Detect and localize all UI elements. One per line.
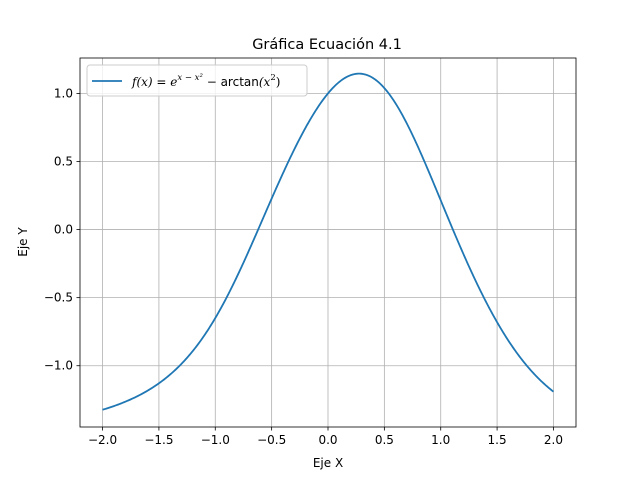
x-tick-label: −2.0 bbox=[88, 433, 117, 447]
y-axis: −1.0 −0.5 0.0 0.5 1.0 bbox=[44, 86, 80, 373]
legend-prefix: f(x) = e bbox=[131, 75, 177, 89]
x-tick-label: 0.5 bbox=[375, 433, 394, 447]
y-tick-label: 1.0 bbox=[54, 86, 73, 100]
x-axis: −2.0 −1.5 −1.0 −0.5 0.0 0.5 1.0 1.5 2.0 bbox=[88, 427, 563, 447]
legend-suffix-close: ) bbox=[276, 75, 281, 89]
legend-box bbox=[86, 64, 308, 97]
legend-suffix-sup: 2 bbox=[270, 73, 275, 83]
x-tick-label: −1.0 bbox=[201, 433, 230, 447]
series-layer bbox=[102, 72, 555, 411]
legend-middle: − bbox=[203, 75, 221, 89]
x-axis-label: Eje X bbox=[313, 456, 343, 470]
series-line bbox=[102, 72, 555, 411]
y-tick-label: −0.5 bbox=[44, 291, 73, 305]
legend-exponent: x − x² bbox=[177, 73, 203, 83]
y-tick-label: −1.0 bbox=[44, 359, 73, 373]
legend-fn: arctan bbox=[221, 75, 259, 89]
x-tick-label: 1.5 bbox=[488, 433, 507, 447]
chart-title: Gráfica Ecuación 4.1 bbox=[252, 37, 402, 53]
legend-entry: f(x) = ex − x² − arctan(x2) bbox=[131, 73, 280, 89]
y-tick-label: 0.5 bbox=[54, 154, 73, 168]
legend-suffix-open: (x bbox=[259, 75, 271, 89]
legend: f(x) = ex − x² − arctan(x2) bbox=[86, 64, 308, 97]
x-tick-label: 0.0 bbox=[318, 433, 337, 447]
x-tick-label: −0.5 bbox=[257, 433, 286, 447]
x-tick-label: 1.0 bbox=[431, 433, 450, 447]
y-tick-label: 0.0 bbox=[54, 223, 73, 237]
y-axis-label: Eje Y bbox=[16, 227, 30, 257]
x-tick-label: 2.0 bbox=[544, 433, 563, 447]
x-tick-label: −1.5 bbox=[144, 433, 173, 447]
